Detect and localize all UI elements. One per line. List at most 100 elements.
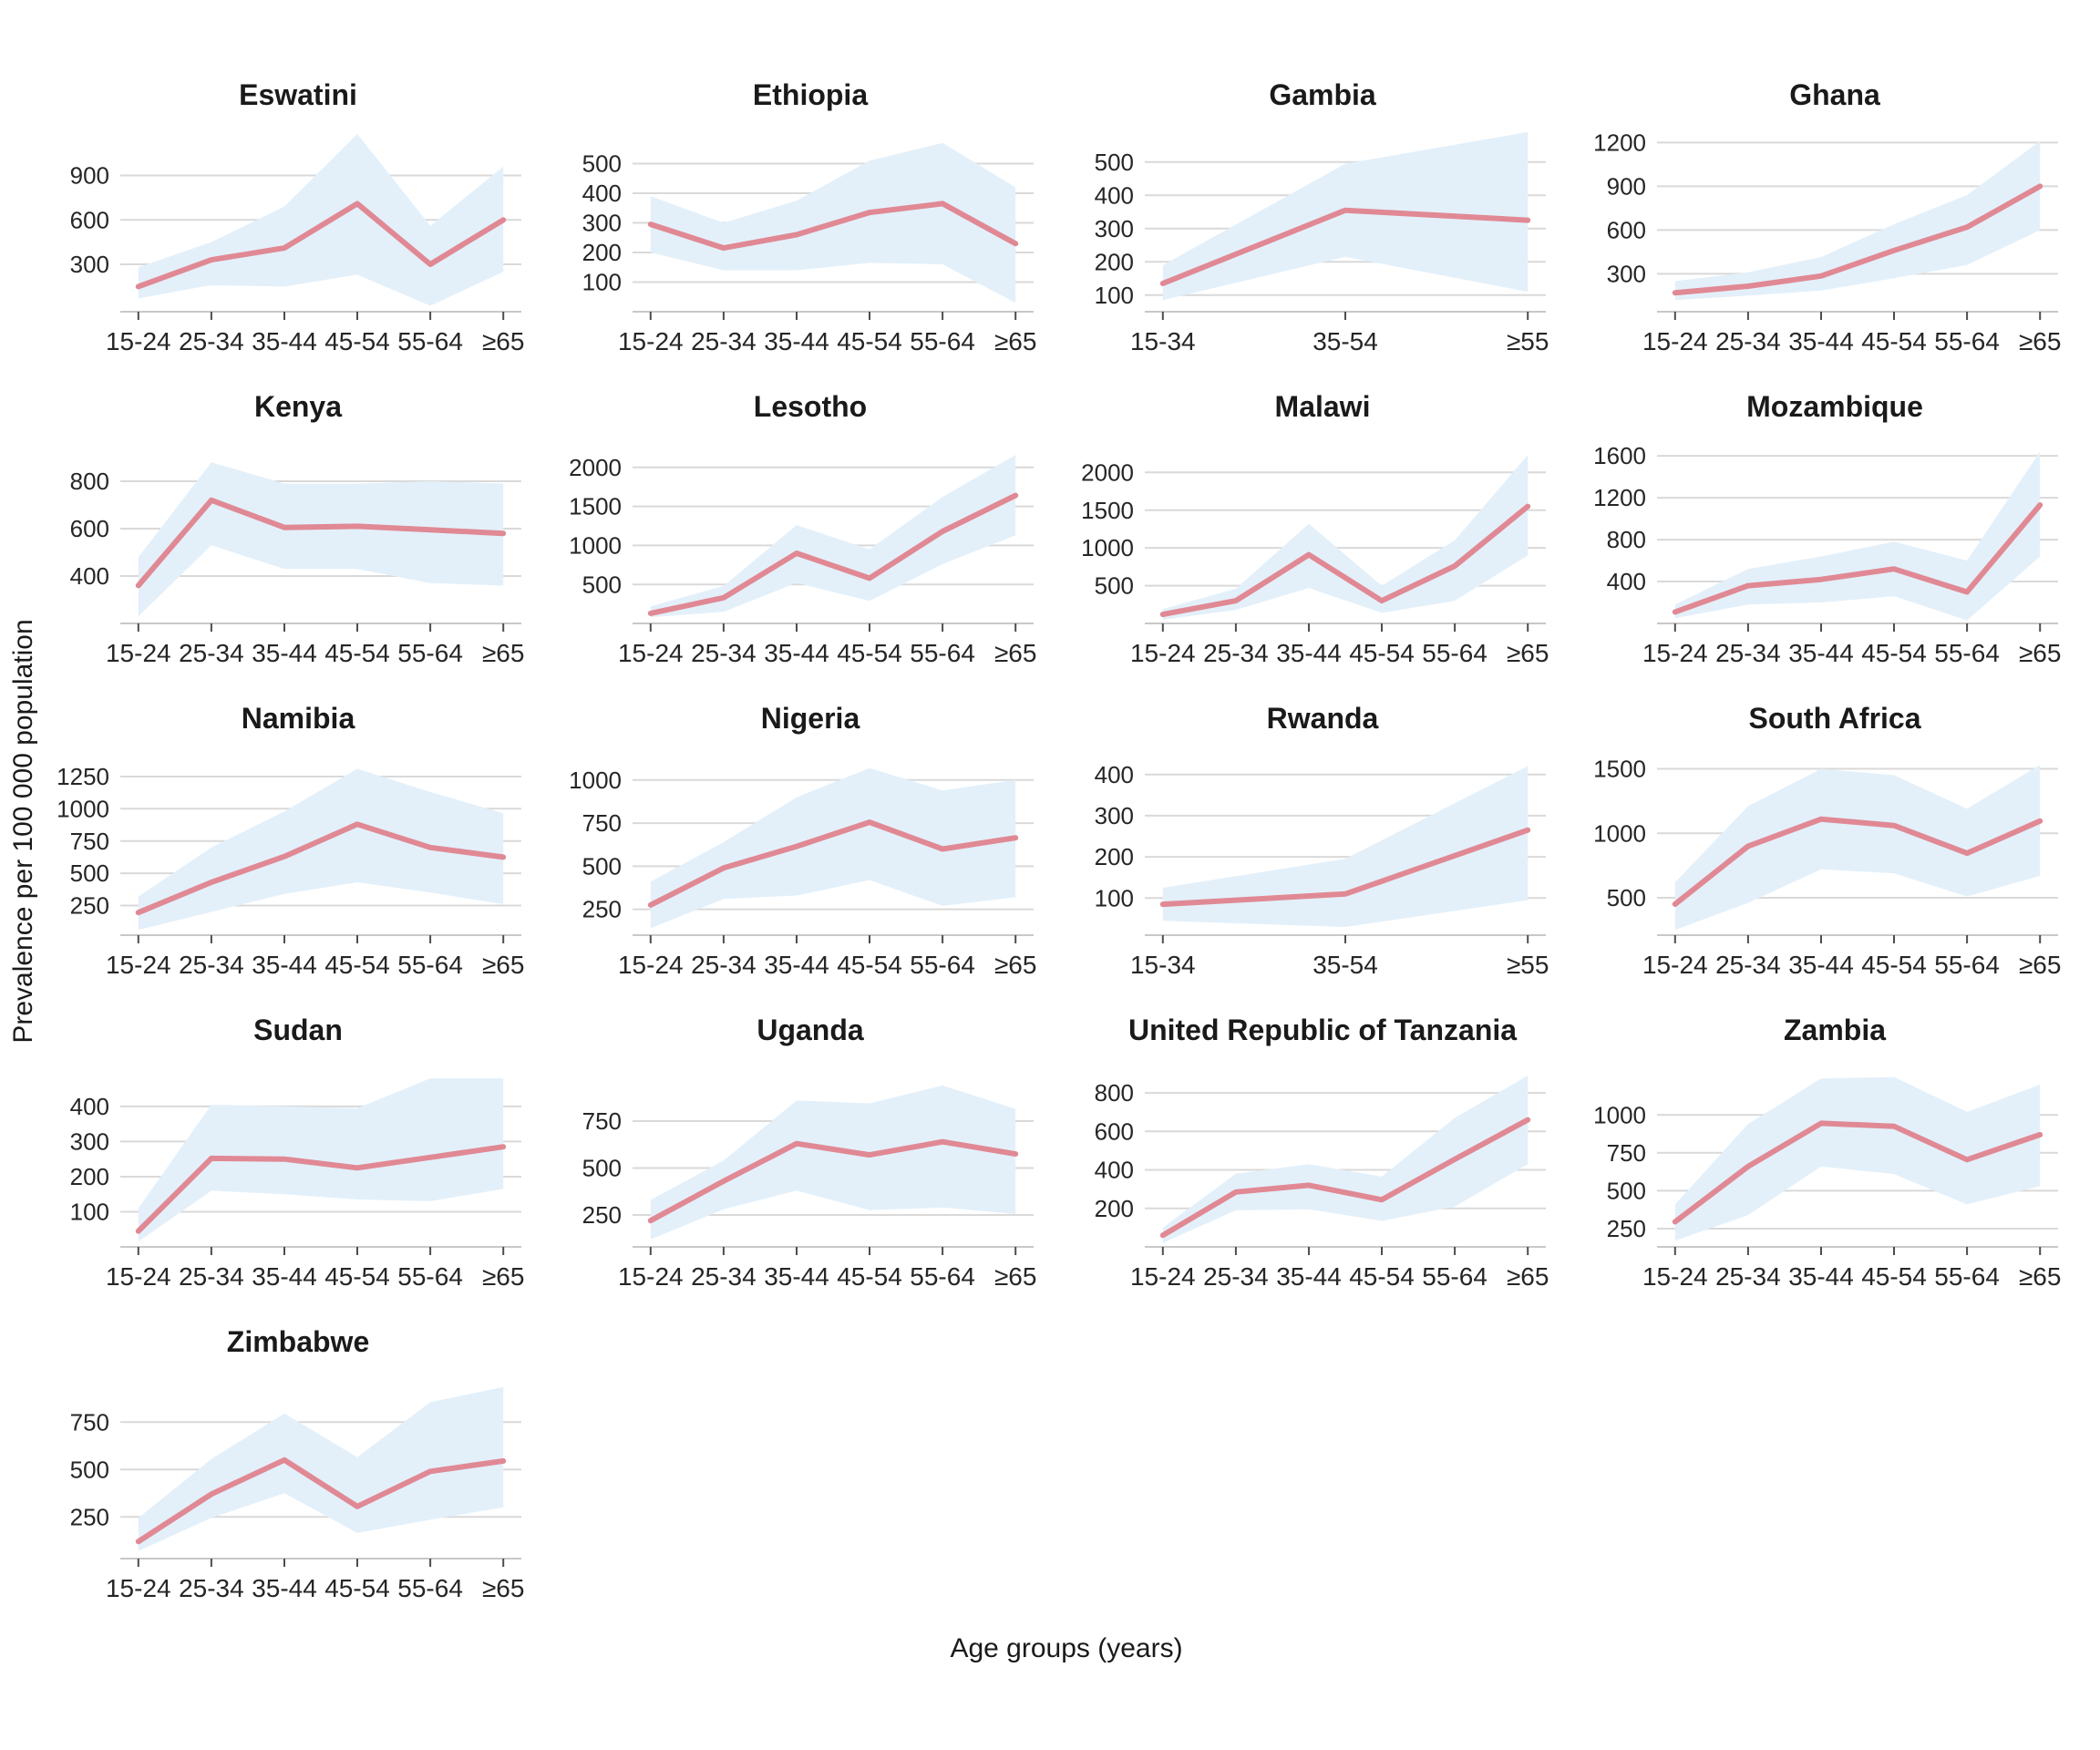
y-tick-label: 600	[70, 515, 109, 542]
facet-plot-eswatini: 300 600 900 15-24 25-34 35-44 45-54 55-64 ≥65	[70, 134, 524, 355]
facet-plot-mozambique: 400 800 1200 1600 15-24 25-34 35-44 45-54 55-64 ≥…	[1593, 442, 2061, 667]
x-tick-label: 45-54	[837, 327, 902, 355]
x-tick-label: ≥65	[2019, 327, 2062, 355]
x-tick-label: 35-44	[252, 951, 317, 979]
x-tick-label: ≥55	[1507, 951, 1549, 979]
x-tick-label: 55-64	[1422, 1262, 1488, 1291]
y-tick-label: 500	[70, 1456, 109, 1483]
y-tick-label: 500	[1095, 149, 1134, 176]
x-tick-label: 25-34	[179, 951, 244, 979]
confidence-band	[1674, 765, 2041, 931]
x-tick-label: 55-64	[1934, 1262, 2000, 1291]
y-tick-label: 500	[70, 860, 109, 887]
prevalence-line	[1159, 1117, 1531, 1239]
x-tick-label: ≥65	[1507, 639, 1549, 667]
facet-plot-south-africa: 500 1000 1500 15-24 25-34 35-44 45-54 55-64 ≥65	[1593, 756, 2061, 979]
y-tick-label: 500	[1607, 884, 1646, 911]
facet-title-malawi: Malawi	[1274, 390, 1371, 424]
y-tick-label: 800	[1607, 526, 1646, 553]
prevalence-line	[1672, 816, 2043, 907]
x-tick-label: 55-64	[1934, 639, 2000, 667]
prevalence-line	[1159, 207, 1531, 286]
confidence-band	[138, 1386, 504, 1551]
facet-plot-sudan: 100 200 300 400 15-24 25-34 35-44 45-54 55-64 ≥65	[70, 1078, 524, 1291]
y-tick-label: 750	[70, 1408, 109, 1436]
confidence-band	[1162, 455, 1529, 620]
x-tick-label: 55-64	[1934, 951, 2000, 979]
prevalence-line	[647, 819, 1019, 908]
facet-title-gambia: Gambia	[1269, 78, 1376, 112]
x-tick-label: 25-34	[691, 327, 757, 355]
facet-title-eswatini: Eswatini	[239, 78, 357, 112]
y-tick-label: 500	[582, 853, 622, 880]
confidence-band	[1162, 766, 1529, 927]
prevalence-line	[1159, 503, 1531, 618]
x-tick-label: 15-24	[618, 1262, 684, 1291]
y-tick-label: 200	[1095, 843, 1134, 870]
y-tick-label: 1500	[569, 493, 622, 520]
x-tick-label: 35-44	[764, 639, 829, 667]
confidence-band	[1674, 140, 2041, 301]
prevalence-line	[1672, 1120, 2043, 1225]
x-tick-label: 45-54	[837, 639, 902, 667]
x-tick-label: 55-64	[397, 1262, 463, 1291]
y-tick-label: 600	[1607, 217, 1646, 244]
y-tick-label: 1250	[57, 763, 109, 790]
x-tick-label: 45-54	[1861, 327, 1927, 355]
facet-title-zimbabwe: Zimbabwe	[226, 1325, 370, 1359]
x-tick-label: 35-54	[1312, 951, 1378, 979]
y-tick-label: 400	[1095, 181, 1134, 209]
y-tick-label: 1200	[1593, 129, 1646, 157]
facet-sudan: Sudan 100 200 300 400 15-24 25-34 35-44 45-54 55-…	[42, 999, 554, 1311]
y-tick-label: 250	[582, 1201, 622, 1229]
facet-plot-zambia: 250 500 750 1000 15-24 25-34 35-44 45-54 55-64 ≥6…	[1593, 1076, 2062, 1291]
x-tick-label: 45-54	[1349, 1262, 1415, 1291]
x-tick-label: 35-44	[764, 327, 829, 355]
facet-title-rwanda: Rwanda	[1266, 702, 1379, 736]
facet-plot-lesotho: 500 1000 1500 2000 15-24 25-34 35-44 45-54 55-64…	[569, 454, 1037, 667]
y-tick-label: 500	[1607, 1178, 1646, 1205]
y-tick-label: 500	[1095, 572, 1134, 600]
y-tick-label: 1500	[1081, 497, 1134, 524]
facet-zimbabwe: Zimbabwe 250 500 750 15-24 25-34 35-44 45-54 55-…	[42, 1311, 554, 1622]
y-tick-label: 400	[1095, 1157, 1134, 1184]
x-tick-label: 55-64	[1934, 327, 2000, 355]
confidence-band	[1162, 131, 1529, 301]
y-tick-label: 200	[582, 239, 622, 266]
y-tick-label: 300	[582, 210, 622, 237]
x-tick-label: ≥65	[994, 1262, 1037, 1291]
facet-plot-nigeria: 250 500 750 1000 15-24 25-34 35-44 45-54 55-64 ≥6…	[569, 767, 1037, 979]
prevalence-line	[135, 1457, 507, 1545]
x-tick-label: ≥65	[994, 951, 1037, 979]
y-tick-label: 200	[1095, 1195, 1134, 1222]
x-tick-label: 15-24	[106, 327, 171, 355]
x-tick-label: ≥65	[994, 639, 1037, 667]
x-tick-label: 25-34	[179, 639, 244, 667]
prevalence-line	[1159, 827, 1531, 908]
facet-plot-zimbabwe: 250 500 750 15-24 25-34 35-44 45-54 55-64 ≥65	[70, 1386, 524, 1602]
x-tick-label: 45-54	[324, 1574, 390, 1602]
y-tick-label: 500	[582, 150, 622, 178]
facet-uganda: Uganda 250 500 750 15-24 25-34 35-44 45-54 55-64…	[554, 999, 1066, 1311]
y-tick-label: 400	[1095, 761, 1134, 788]
x-tick-label: ≥65	[1507, 1262, 1549, 1291]
y-tick-label: 250	[582, 896, 622, 923]
x-tick-label: ≥65	[2019, 1262, 2062, 1291]
y-tick-label: 1000	[1593, 1101, 1646, 1128]
x-tick-label: 25-34	[179, 327, 244, 355]
x-tick-label: 35-44	[1276, 639, 1342, 667]
y-tick-label: 400	[70, 1093, 109, 1120]
x-tick-label: 55-64	[910, 327, 975, 355]
y-tick-label: 400	[582, 180, 622, 207]
x-tick-label: 55-64	[910, 951, 975, 979]
x-tick-label: 35-44	[1788, 639, 1854, 667]
y-tick-label: 1000	[1593, 819, 1646, 847]
confidence-band	[138, 462, 504, 617]
facet-zambia: Zambia 250 500 750 1000 15-24 25-34 35-44 45-54 5…	[1579, 999, 2091, 1311]
y-tick-label: 300	[70, 251, 109, 278]
y-tick-label: 100	[582, 269, 622, 296]
x-tick-label: 25-34	[1715, 639, 1781, 667]
y-tick-label: 500	[582, 1155, 622, 1182]
x-tick-label: ≥65	[482, 639, 525, 667]
